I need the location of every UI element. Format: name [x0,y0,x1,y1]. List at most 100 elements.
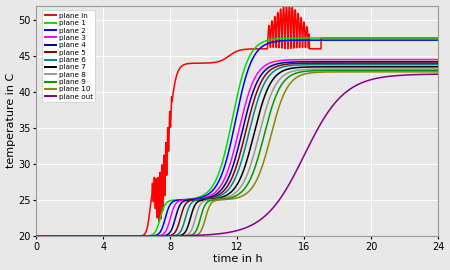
plane 1 [34,234,39,238]
plane 8 [403,67,409,70]
plane out [423,73,428,76]
plane 4 [202,197,208,200]
plane 9 [225,197,230,200]
plane 5 [34,234,39,238]
plane in [436,36,441,40]
plane 3 [202,196,208,199]
plane 1 [206,190,211,193]
plane 2 [34,234,39,238]
plane 4 [206,196,211,199]
plane 6 [34,234,39,238]
plane 6 [403,63,409,66]
plane 6 [206,197,211,201]
plane 7 [403,65,409,68]
plane out [202,233,208,237]
plane 10 [403,70,409,73]
plane in [326,36,331,40]
plane 8 [423,67,428,70]
plane 7 [326,65,331,68]
plane out [403,73,409,77]
plane 9 [423,69,428,72]
plane 3 [436,58,441,61]
plane in [284,4,289,7]
plane 2 [436,39,441,42]
plane in [403,36,409,40]
plane 5 [423,62,428,65]
plane 2 [326,39,331,42]
plane 2 [202,194,208,198]
plane 10 [225,198,230,201]
plane 4 [34,234,39,238]
plane 7 [423,65,428,68]
Line: plane 8: plane 8 [36,69,438,236]
plane 4 [423,60,428,63]
plane 1 [423,36,428,40]
plane in [206,61,211,65]
Y-axis label: temperature in C: temperature in C [5,73,16,168]
plane 1 [326,36,331,40]
plane in [202,62,208,65]
plane 6 [326,63,331,66]
plane 9 [34,234,39,238]
plane 5 [326,62,331,65]
plane 3 [225,171,230,174]
plane 7 [202,198,208,201]
plane 7 [436,65,441,68]
plane out [225,231,230,234]
plane 3 [326,58,331,61]
plane 2 [225,155,230,158]
plane 8 [326,68,331,71]
plane 10 [436,70,441,73]
plane out [34,234,39,238]
plane 3 [423,58,428,61]
plane 5 [225,185,230,188]
plane 9 [403,69,409,72]
plane 8 [436,67,441,70]
Line: plane in: plane in [36,6,438,236]
plane 4 [326,60,331,63]
Line: plane out: plane out [36,74,438,236]
Line: plane 1: plane 1 [36,38,438,236]
plane 3 [403,58,409,61]
plane 2 [423,39,428,42]
plane 3 [206,195,211,198]
plane 1 [202,192,208,195]
plane 4 [436,60,441,63]
plane 8 [225,195,230,199]
plane 6 [423,63,428,66]
plane 8 [202,199,208,202]
plane 9 [202,203,208,206]
plane out [326,110,331,113]
Legend: plane in, plane 1, plane 2, plane 3, plane 4, plane 5, plane 6, plane 7, plane 8: plane in, plane 1, plane 2, plane 3, pla… [42,10,95,102]
plane 7 [34,234,39,238]
Line: plane 2: plane 2 [36,40,438,236]
plane 7 [225,193,230,197]
plane 8 [206,198,211,202]
plane in [225,56,230,59]
plane 9 [206,200,211,203]
plane 6 [436,63,441,66]
plane 2 [403,39,409,42]
plane 5 [206,197,211,200]
plane 5 [436,62,441,65]
Line: plane 5: plane 5 [36,63,438,236]
plane in [34,234,39,238]
plane 10 [206,207,211,210]
plane 6 [202,198,208,201]
plane 8 [34,234,39,238]
plane 10 [326,70,331,74]
X-axis label: time in h: time in h [212,254,262,264]
plane 9 [326,69,331,72]
plane 5 [403,62,409,65]
Line: plane 9: plane 9 [36,70,438,236]
plane 9 [436,69,441,72]
plane out [206,233,211,236]
plane in [423,36,429,40]
plane 3 [34,234,39,238]
plane 1 [403,36,409,40]
plane 10 [202,217,208,221]
Line: plane 3: plane 3 [36,60,438,236]
Line: plane 4: plane 4 [36,62,438,236]
Line: plane 10: plane 10 [36,72,438,236]
plane 5 [202,197,208,201]
